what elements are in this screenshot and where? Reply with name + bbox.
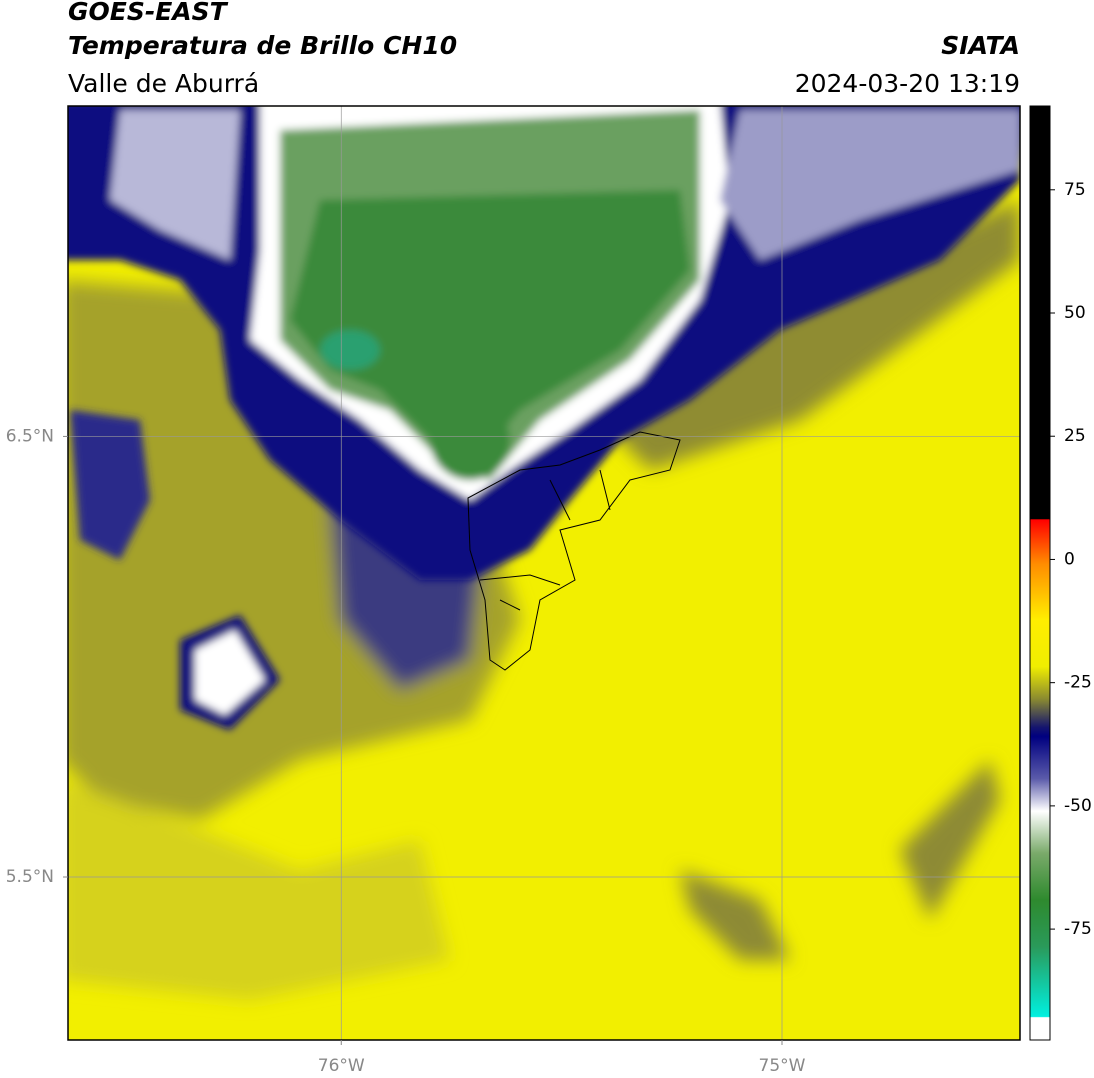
map-frame [67, 105, 1021, 1041]
colorbar [1029, 105, 1051, 1041]
title: GOES-EAST [68, 0, 229, 26]
colorbar-tick-label: 50 [1064, 303, 1086, 323]
lat-tick-label: 6.5°N [6, 426, 54, 446]
lat-tick-label: 5.5°N [6, 867, 54, 887]
colorbar-tick-label: 25 [1064, 426, 1086, 446]
subtitle: Temperatura de Brillo CH10 [68, 31, 457, 60]
lon-tick-label: 76°W [318, 1056, 365, 1076]
colorbar-tick-label: 75 [1064, 180, 1086, 200]
source: SIATA [941, 31, 1020, 60]
colorbar-tick-label: -50 [1064, 796, 1092, 816]
region: Valle de Aburrá [68, 69, 259, 98]
colorbar-tick-label: -75 [1064, 919, 1092, 939]
colorbar-tick-label: -25 [1064, 673, 1092, 693]
datetime: 2024-03-20 13:19 [795, 69, 1020, 98]
lon-tick-label: 75°W [759, 1056, 806, 1076]
grid [68, 106, 1020, 1040]
satellite-image [68, 106, 1020, 1040]
colorbar-tick-label: 0 [1064, 549, 1075, 569]
